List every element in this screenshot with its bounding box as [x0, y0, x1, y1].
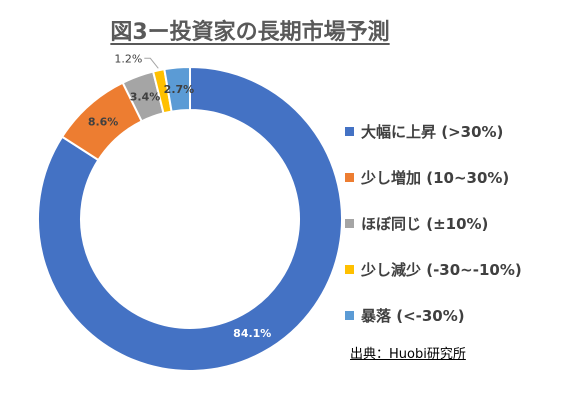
data-label-2: 8.6%	[88, 116, 119, 129]
chart-legend: 大幅に上昇 (>30%) 少し増加 (10~30%) ほぼ同じ (±10%) 少し減少…	[345, 108, 522, 338]
data-labels: 84.1% 8.6% 3.4% 1.2% 2.7%	[88, 52, 272, 340]
legend-item-4: 少し減少 (-30~-10%)	[345, 246, 522, 292]
data-label-4: 1.2%	[114, 52, 142, 65]
legend-label-2: 少し増加 (10~30%)	[361, 168, 510, 187]
donut-slices	[37, 65, 343, 372]
legend-label-5: 暴落 (<-30%)	[361, 306, 465, 325]
donut-slice-5	[163, 65, 191, 113]
source-note: 出典：Huobi研究所	[350, 347, 466, 362]
data-label-5: 2.7%	[164, 83, 195, 96]
legend-swatch-2	[345, 172, 354, 182]
legend-label-4: 少し減少 (-30~-10%)	[361, 260, 522, 279]
legend-item-5: 暴落 (<-30%)	[345, 292, 522, 338]
legend-item-2: 少し増加 (10~30%)	[345, 154, 522, 200]
donut-slice-1	[37, 65, 343, 372]
legend-swatch-1	[345, 126, 354, 136]
chart-title: 図3ー投資家の長期市場予測	[110, 20, 390, 45]
data-label-3: 3.4%	[130, 90, 161, 103]
legend-swatch-5	[345, 310, 354, 320]
legend-label-3: ほぼ同じ (±10%)	[361, 214, 489, 233]
legend-swatch-3	[345, 218, 354, 228]
legend-label-1: 大幅に上昇 (>30%)	[361, 122, 504, 141]
legend-swatch-4	[345, 264, 354, 274]
leader-line-4	[144, 57, 159, 69]
legend-item-3: ほぼ同じ (±10%)	[345, 200, 522, 246]
legend-item-1: 大幅に上昇 (>30%)	[345, 108, 522, 154]
donut-chart: 84.1% 8.6% 3.4% 1.2% 2.7%	[37, 52, 343, 372]
data-label-1: 84.1%	[233, 327, 271, 340]
